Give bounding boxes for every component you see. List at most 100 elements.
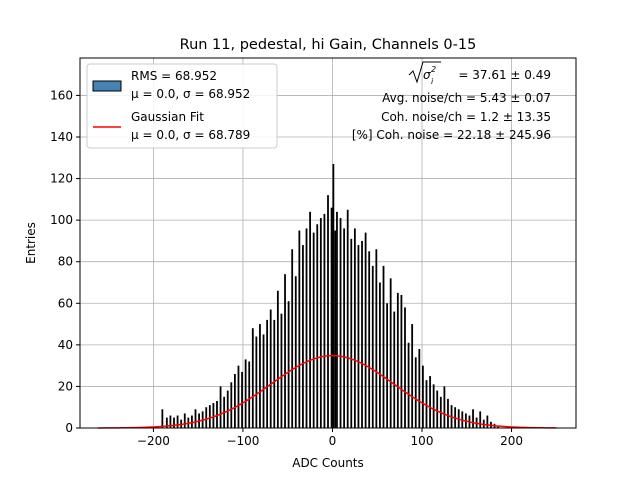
histogram-bar (414, 357, 417, 428)
histogram-bar (309, 211, 311, 428)
histogram-bar (212, 403, 215, 428)
histogram-bar (183, 413, 186, 428)
histogram-bar (280, 313, 283, 428)
legend: RMS = 68.952 μ = 0.0, σ = 68.952 Gaussia… (86, 63, 278, 149)
histogram-bar (346, 209, 349, 428)
histogram-bar (305, 228, 308, 428)
plot-frame (79, 57, 577, 429)
histogram-bar (259, 324, 261, 428)
avg-noise-label: Avg. noise/ch = 5.43 ± 0.07 (382, 91, 551, 105)
histogram-bar (472, 409, 474, 428)
histogram-bar (479, 411, 482, 428)
svg-text:2: 2 (431, 65, 436, 74)
histogram-bar (319, 218, 322, 428)
histogram-bar (216, 400, 218, 428)
histogram-bar (233, 373, 236, 428)
histogram-bar (353, 228, 356, 428)
histogram-bar (339, 218, 342, 428)
sigma-symbol: σ 2 i (408, 61, 441, 86)
y-tick-label: 0 (65, 421, 73, 435)
histogram-bar (336, 211, 338, 428)
histogram-bar (425, 380, 428, 428)
histogram-bar (276, 290, 279, 428)
histogram-bar (273, 319, 276, 428)
histogram-bar (248, 361, 251, 428)
chart-title: Run 11, pedestal, hi Gain, Channels 0-15 (180, 37, 477, 53)
legend-entry-2-line2: μ = 0.0, σ = 68.789 (131, 128, 250, 142)
histogram-bar (230, 382, 233, 428)
histogram-bar (432, 384, 435, 428)
x-axis-label: ADC Counts (292, 456, 364, 470)
legend-entry-1-line1: RMS = 68.952 (131, 69, 217, 83)
histogram-bar (284, 274, 286, 428)
histogram-bar (287, 301, 290, 428)
histogram-bar (208, 405, 211, 428)
histogram-bar (411, 324, 414, 428)
pct-coh-noise-label: [%] Coh. noise = 22.18 ± 245.96 (352, 128, 551, 142)
histogram-bar (262, 334, 265, 428)
histogram-bar (386, 303, 388, 428)
histogram-bar (364, 232, 367, 428)
histogram-bar (334, 230, 337, 428)
histogram-bar (327, 195, 329, 428)
legend-box (86, 63, 278, 149)
histogram-bar (266, 319, 269, 428)
histogram-bar (330, 207, 333, 428)
histogram-bar (316, 224, 319, 428)
histogram-bar (443, 386, 446, 428)
histogram-bar (393, 311, 396, 428)
histogram-bar (371, 265, 374, 428)
histogram-bar (389, 278, 392, 428)
histogram-bar (161, 409, 164, 428)
histogram-bar (422, 365, 424, 428)
histogram-bar (298, 230, 301, 428)
histogram-bar (194, 409, 197, 428)
histogram-bar (429, 376, 431, 428)
histogram-bar (375, 249, 378, 428)
histogram-bar (219, 386, 222, 428)
histogram-bar (269, 309, 272, 428)
histogram-bar (350, 238, 353, 428)
legend-entry-1-line2: μ = 0.0, σ = 68.952 (131, 87, 250, 101)
x-tick-label: −100 (226, 434, 259, 448)
histogram-bar (237, 365, 240, 428)
histogram-bar (436, 390, 439, 428)
legend-histogram-swatch (92, 80, 122, 92)
y-tick-label: 100 (50, 213, 73, 227)
y-tick-label: 20 (58, 379, 73, 393)
histogram-bar (251, 328, 254, 428)
histogram-bar (361, 240, 363, 428)
histogram-bar (486, 415, 489, 428)
histogram-bar (332, 164, 335, 428)
gaussian-fit-line (97, 354, 557, 429)
sigma-value: = 37.61 ± 0.49 (458, 68, 551, 82)
histogram-bar (382, 265, 385, 428)
histogram-bar (255, 336, 258, 428)
histogram-bar (357, 245, 360, 428)
histogram-bar (312, 232, 315, 428)
coh-noise-label: Coh. noise/ch = 1.2 ± 13.35 (381, 110, 551, 124)
histogram-bar (343, 228, 346, 428)
svg-text:σ: σ (423, 68, 431, 82)
y-axis-ticks: 0 20 40 60 80 100 120 140 160 (50, 88, 80, 435)
histogram-bar (241, 371, 243, 428)
histogram-bar (379, 282, 381, 428)
y-tick-label: 160 (50, 88, 73, 102)
x-tick-label: −200 (137, 434, 170, 448)
histogram-bar (291, 249, 294, 428)
y-tick-label: 40 (58, 338, 73, 352)
histogram-bar (302, 245, 304, 428)
x-axis-ticks: −200 −100 0 100 200 (137, 428, 523, 448)
y-tick-label: 60 (58, 296, 73, 310)
histogram-bar (447, 398, 449, 428)
histogram-bar (294, 276, 297, 428)
histogram-bar (497, 425, 500, 428)
histogram-bar (191, 415, 193, 428)
legend-entry-2-line1: Gaussian Fit (131, 110, 204, 124)
annotations: σ 2 i = 37.61 ± 0.49 Avg. noise/ch = 5.4… (352, 61, 551, 142)
histogram-bar (404, 307, 406, 428)
x-tick-label: 100 (411, 434, 434, 448)
x-tick-label: 200 (500, 434, 523, 448)
histogram-bar (205, 407, 208, 428)
